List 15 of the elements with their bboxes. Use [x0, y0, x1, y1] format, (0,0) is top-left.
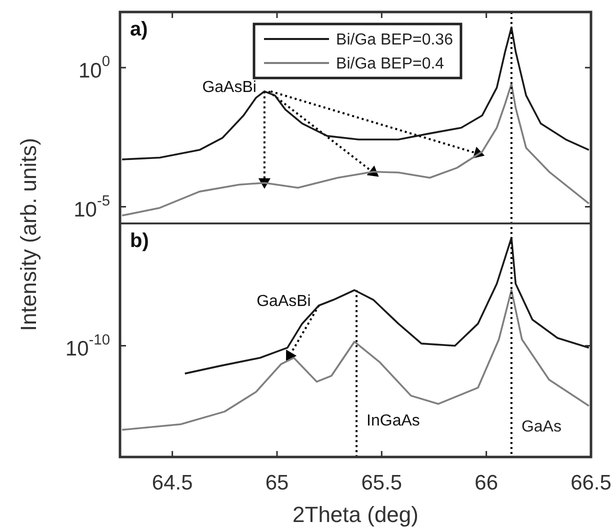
- x-tick-label: 65.5: [361, 471, 402, 494]
- annotation: a): [130, 18, 148, 41]
- legend-label: Bi/Ga BEP=0.4: [336, 55, 444, 72]
- ref-line-label: GaAs: [521, 418, 562, 436]
- annotation: InGaAs: [366, 412, 420, 430]
- legend-label: Bi/Ga BEP=0.36: [336, 31, 454, 48]
- annotation: b): [130, 230, 149, 252]
- annotation: GaAsBi: [256, 292, 311, 310]
- x-tick-label: 66: [474, 471, 498, 494]
- x-axis-title: 2Theta (deg): [292, 502, 418, 528]
- x-tick-label: 65: [265, 471, 289, 494]
- annotation: GaAsBi: [202, 78, 256, 96]
- x-tick-label: 66.5: [570, 471, 612, 494]
- x-tick-label: 64.5: [152, 471, 193, 494]
- y-axis-title: Intensity (arb. units): [16, 138, 42, 332]
